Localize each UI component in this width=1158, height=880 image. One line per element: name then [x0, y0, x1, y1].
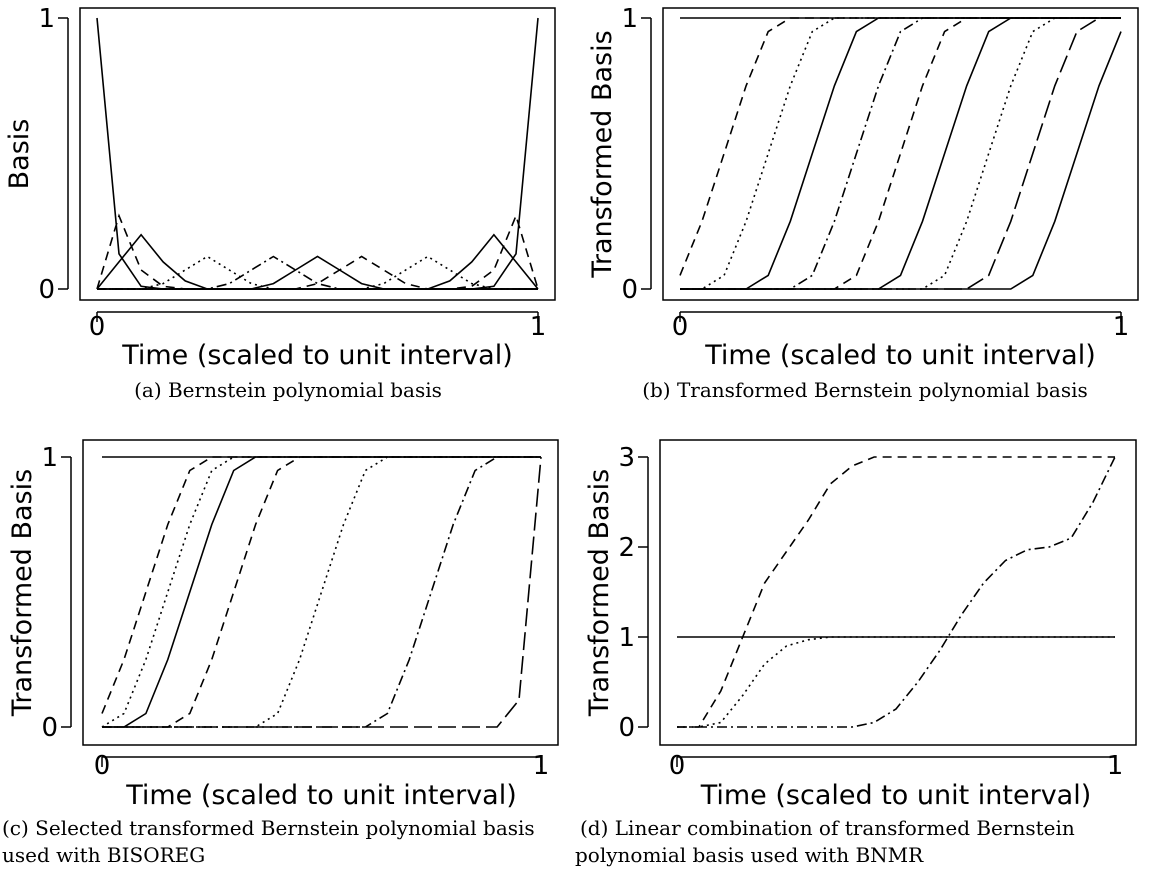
- caption: (c) Selected transformed Bernstein polyn…: [2, 816, 535, 840]
- curve: [101, 456, 541, 714]
- y-tick-label: 1: [41, 443, 58, 473]
- curve: [680, 17, 1121, 290]
- x-axis-title: Time (scaled to unit interval): [704, 340, 1096, 371]
- x-tick-label: 1: [530, 312, 547, 342]
- curve: [102, 456, 541, 728]
- curve: [680, 31, 1122, 290]
- curve: [102, 456, 541, 728]
- plot-frame: [659, 439, 1137, 746]
- curve: [96, 17, 538, 290]
- caption: (a) Bernstein polynomial basis: [134, 378, 442, 402]
- plot-frame: [79, 7, 556, 301]
- curve: [102, 456, 541, 728]
- x-axis-title: Time (scaled to unit interval): [700, 780, 1092, 811]
- y-axis-title: Transformed Basis: [587, 30, 618, 278]
- y-axis-title: Basis: [4, 119, 35, 190]
- y-axis-title: Transformed Basis: [7, 469, 38, 717]
- curve: [680, 17, 1121, 290]
- y-tick-label: 1: [621, 4, 638, 34]
- curve: [677, 456, 1116, 728]
- curve: [677, 456, 1115, 728]
- y-tick-label: 0: [38, 275, 55, 305]
- curve: [97, 17, 539, 290]
- y-tick-label: 0: [621, 275, 638, 305]
- curve: [96, 213, 538, 290]
- caption: (d) Linear combination of transformed Be…: [580, 816, 1075, 840]
- curve: [102, 456, 541, 728]
- y-tick-label: 2: [618, 533, 635, 563]
- curve: [680, 17, 1121, 290]
- x-tick-label: 0: [669, 751, 686, 781]
- x-axis-title: Time (scaled to unit interval): [121, 340, 513, 371]
- curve: [680, 17, 1121, 290]
- caption: used with BISOREG: [2, 843, 205, 867]
- x-tick-label: 1: [1113, 312, 1130, 342]
- curve: [101, 456, 541, 728]
- y-tick-label: 1: [38, 4, 55, 34]
- curve: [679, 17, 1121, 276]
- curve: [102, 456, 542, 728]
- x-tick-label: 1: [533, 751, 550, 781]
- x-tick-label: 0: [89, 312, 106, 342]
- plot-frame: [82, 439, 559, 746]
- y-tick-label: 1: [618, 623, 635, 653]
- plot-frame: [662, 7, 1139, 301]
- caption: (b) Transformed Bernstein polynomial bas…: [642, 378, 1088, 402]
- x-axis-title: Time (scaled to unit interval): [125, 780, 517, 811]
- x-tick-label: 0: [672, 312, 689, 342]
- curve: [97, 255, 538, 290]
- caption: polynomial basis used with BNMR: [575, 843, 924, 867]
- curve: [680, 17, 1121, 290]
- curve: [677, 636, 1115, 728]
- curve: [680, 17, 1121, 290]
- y-tick-label: 0: [41, 713, 58, 743]
- y-tick-label: 0: [618, 713, 635, 743]
- y-axis-title: Transformed Basis: [584, 469, 615, 717]
- x-tick-label: 1: [1107, 751, 1124, 781]
- curve: [680, 17, 1121, 290]
- x-tick-label: 0: [94, 751, 111, 781]
- curve: [97, 213, 539, 290]
- y-tick-label: 3: [618, 443, 635, 473]
